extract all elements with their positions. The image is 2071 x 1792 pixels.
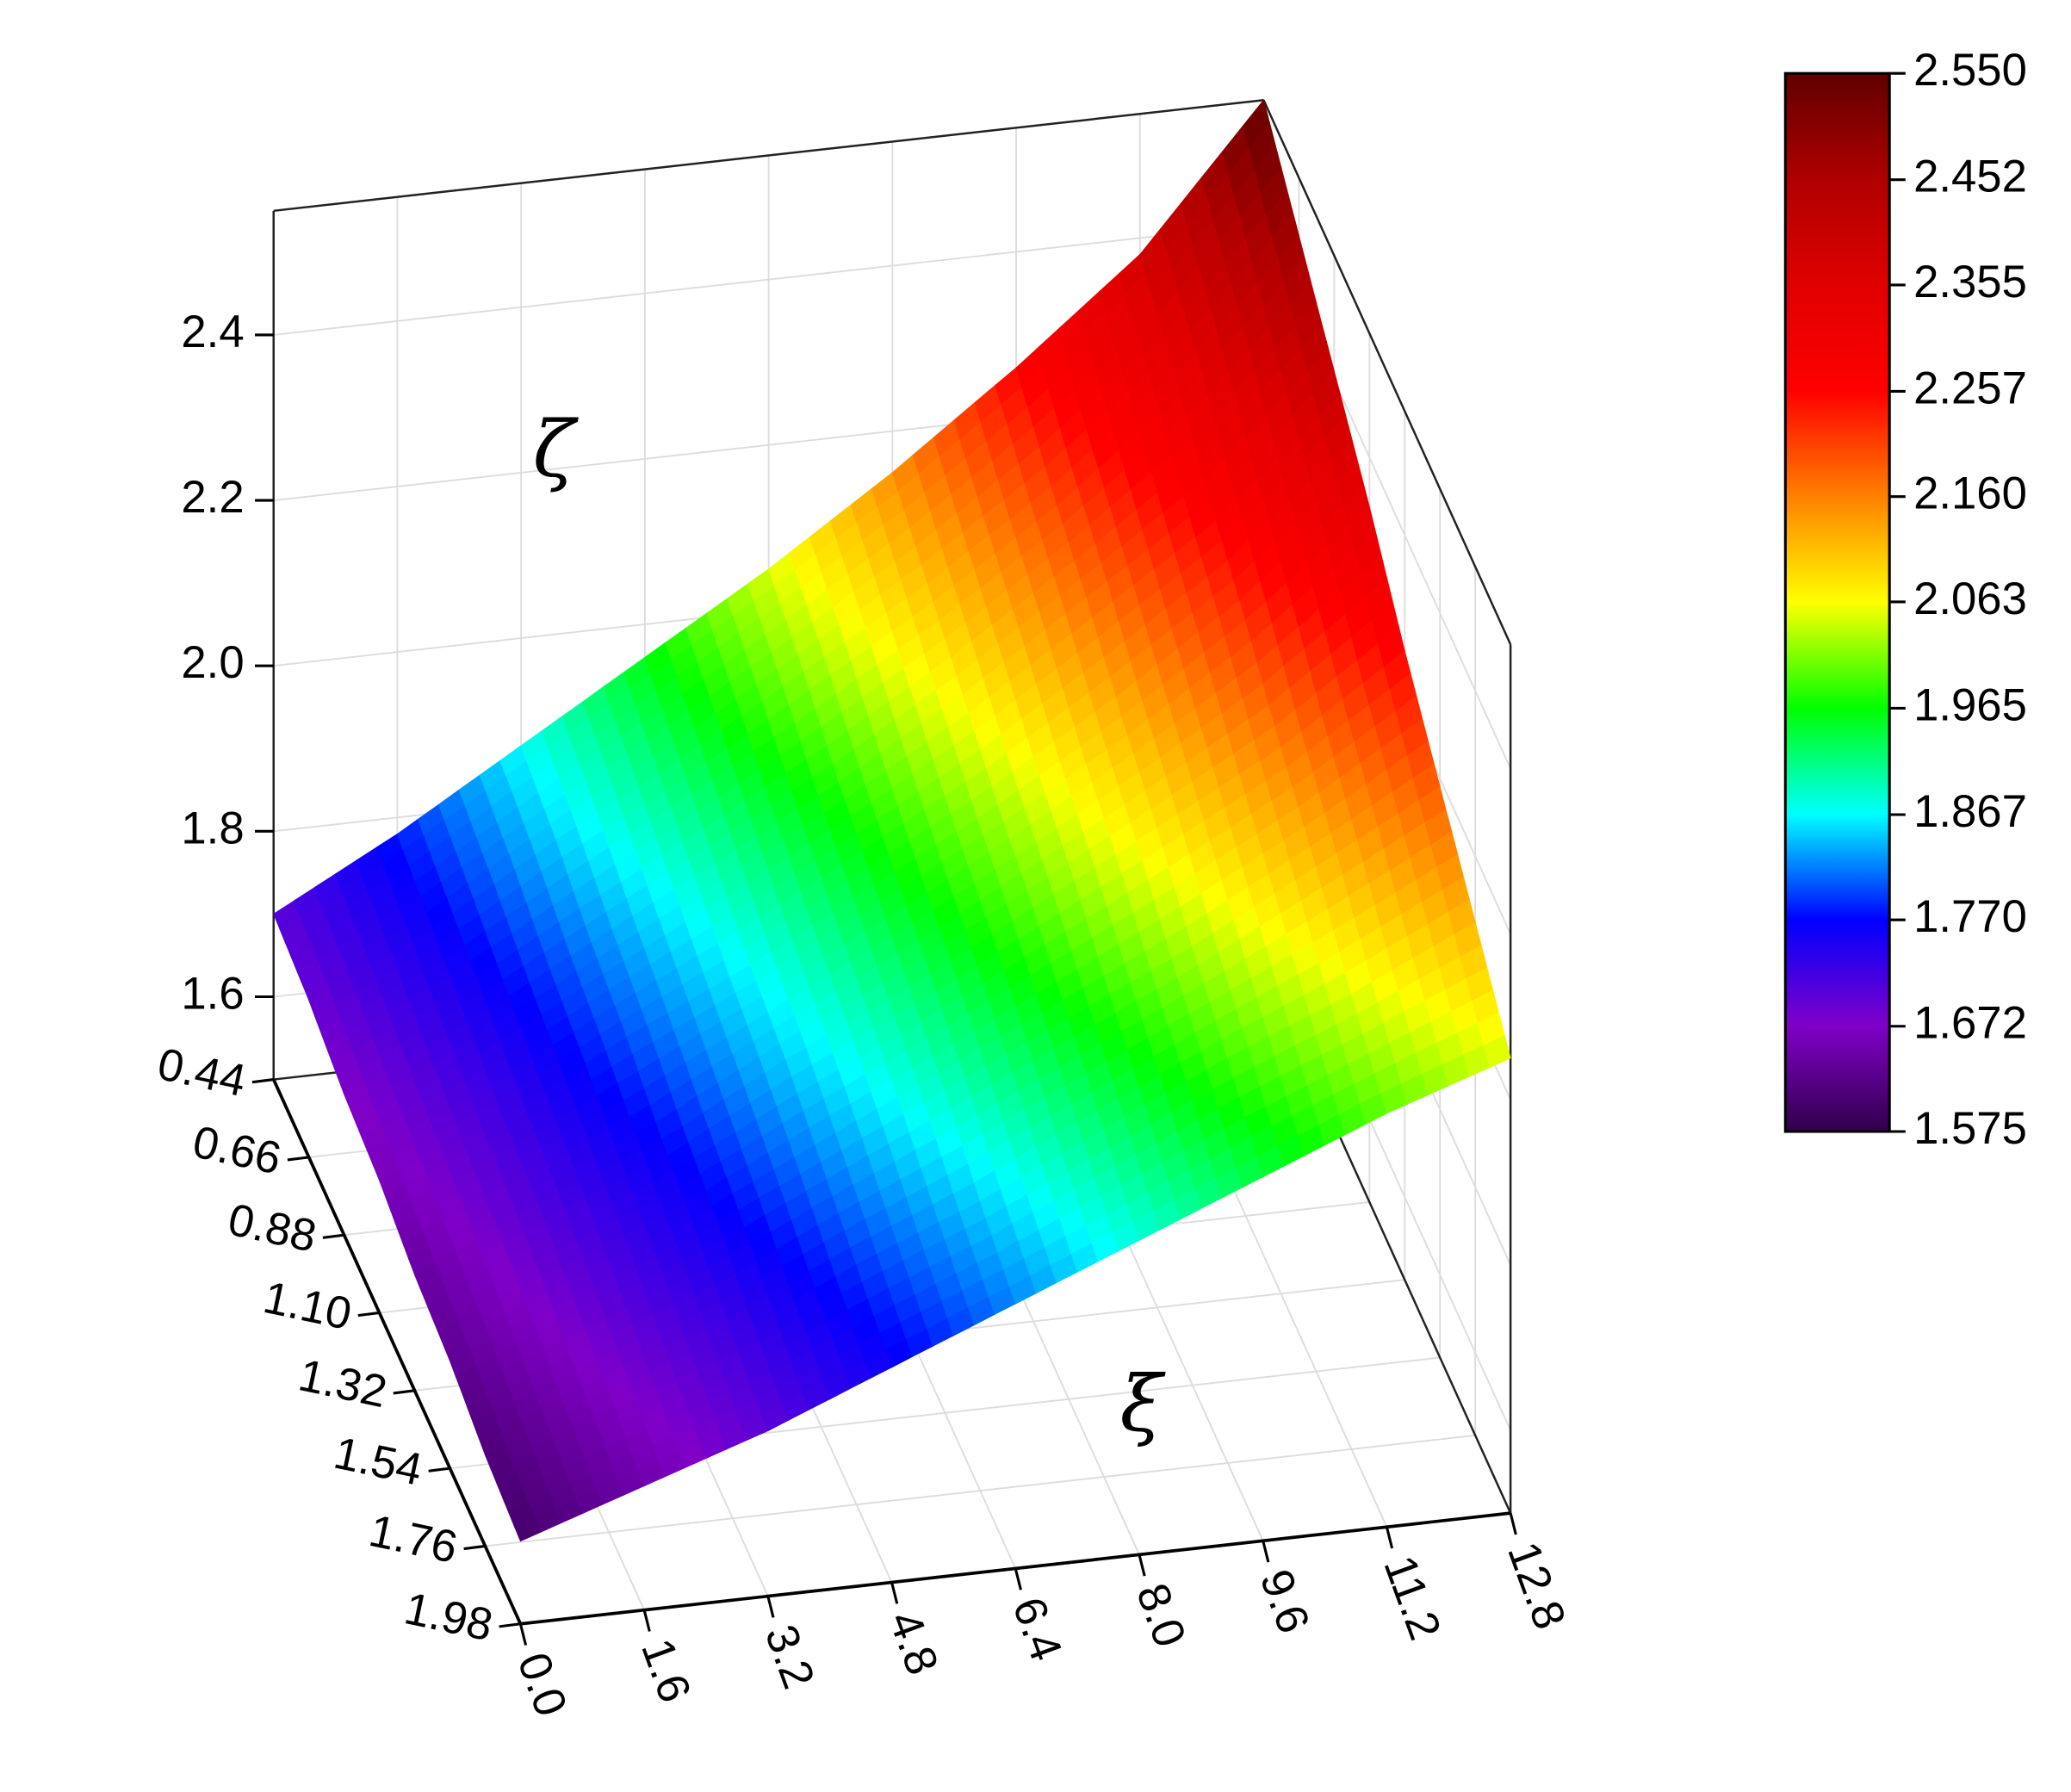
z-tick-label: 2.0 bbox=[181, 637, 244, 688]
colorbar bbox=[1783, 71, 1891, 1133]
y-tick bbox=[393, 1389, 415, 1395]
x-tick-label: 6.4 bbox=[1002, 1590, 1071, 1667]
y-tick bbox=[357, 1311, 380, 1318]
y-tick-label: 0.88 bbox=[224, 1194, 321, 1262]
y-tick-label: 0.66 bbox=[189, 1116, 286, 1184]
y-tick bbox=[499, 1622, 521, 1628]
z-tick-label: 2.4 bbox=[181, 307, 244, 357]
x-tick-label: 4.8 bbox=[878, 1604, 947, 1681]
x-tick-label: 9.6 bbox=[1250, 1563, 1319, 1640]
grid-line bbox=[273, 223, 1264, 336]
colorbar-tick-label: 2.257 bbox=[1913, 363, 2027, 413]
x-tick-label: 12.8 bbox=[1497, 1535, 1576, 1636]
colorbar-tick-label: 2.160 bbox=[1913, 468, 2027, 519]
colorbar-tick-label: 2.063 bbox=[1913, 574, 2027, 624]
z-tick-label: 2.2 bbox=[181, 472, 244, 523]
colorbar-tick-label: 2.355 bbox=[1913, 257, 2027, 307]
x-tick-label: 1.6 bbox=[631, 1633, 700, 1709]
y-tick-label: 1.76 bbox=[365, 1505, 462, 1573]
x-tick bbox=[642, 1609, 651, 1632]
box-edge bbox=[1262, 99, 1512, 645]
z-tick-label: 1.8 bbox=[181, 803, 244, 853]
x-tick-label: 8.0 bbox=[1126, 1577, 1195, 1653]
z-axis-label: ζ bbox=[533, 406, 580, 495]
x-tick-label: 11.2 bbox=[1373, 1549, 1450, 1646]
y-tick-label: 1.10 bbox=[259, 1272, 357, 1340]
x-tick bbox=[1385, 1526, 1394, 1549]
colorbar-tick-label: 2.550 bbox=[1913, 45, 2027, 96]
colorbar-tick-label: 1.672 bbox=[1913, 998, 2027, 1049]
box-edge bbox=[273, 98, 1264, 213]
y-tick-label: 0.44 bbox=[153, 1039, 251, 1107]
colorbar-tick-label: 1.867 bbox=[1913, 786, 2027, 837]
x-tick bbox=[1138, 1554, 1146, 1577]
y-tick-label: 1.54 bbox=[330, 1428, 427, 1496]
grid-line bbox=[485, 1434, 1476, 1547]
z-tick-label: 1.6 bbox=[181, 968, 244, 1019]
y-axis bbox=[272, 1078, 523, 1625]
y-tick bbox=[463, 1544, 486, 1551]
colorbar-tick-label: 1.965 bbox=[1913, 679, 2027, 730]
y-tick bbox=[322, 1233, 344, 1239]
surface-patch bbox=[1483, 1034, 1511, 1069]
x-tick bbox=[1262, 1540, 1270, 1563]
x-axis bbox=[520, 1511, 1511, 1626]
x-tick bbox=[518, 1623, 528, 1646]
x-axis-label: ξ bbox=[1119, 1360, 1166, 1449]
x-tick-label: 3.2 bbox=[755, 1618, 824, 1695]
y-tick bbox=[287, 1156, 309, 1162]
colorbar-tick-label: 1.575 bbox=[1913, 1103, 2027, 1154]
y-tick bbox=[251, 1078, 274, 1084]
x-tick bbox=[890, 1582, 899, 1604]
x-tick bbox=[766, 1596, 775, 1618]
y-tick-label: 1.32 bbox=[295, 1349, 392, 1417]
x-tick bbox=[1014, 1568, 1022, 1590]
surface bbox=[273, 99, 1511, 1542]
y-tick-label: 1.98 bbox=[400, 1583, 498, 1651]
x-tick bbox=[1509, 1512, 1517, 1535]
colorbar-tick-label: 1.770 bbox=[1913, 891, 2027, 942]
y-tick bbox=[428, 1466, 450, 1473]
colorbar-tick-label: 2.452 bbox=[1913, 152, 2027, 202]
x-tick-label: 0.0 bbox=[507, 1646, 576, 1723]
